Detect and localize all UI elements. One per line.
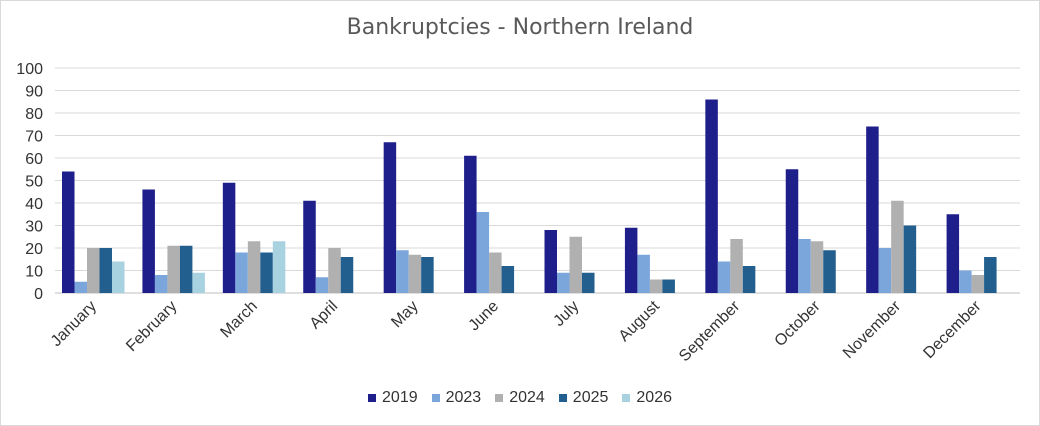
bar-2024-february <box>167 245 180 293</box>
y-tick-label: 30 <box>25 219 43 236</box>
legend-item-2019: 2019 <box>368 389 418 407</box>
bar-2019-may <box>383 142 397 293</box>
x-tick-label: August <box>616 297 664 345</box>
bar-2019-december <box>946 214 960 293</box>
bar-2023-march <box>235 252 248 293</box>
legend-label: 2024 <box>509 389 545 406</box>
legend-label: 2019 <box>382 389 418 406</box>
bar-2026-march <box>272 241 286 293</box>
legend-item-2023: 2023 <box>431 389 482 407</box>
y-axis-ticks: 0 10 20 30 40 50 60 70 80 90 100 <box>16 61 43 303</box>
bar-2019-january <box>62 171 75 293</box>
bar-2019-february <box>142 189 155 293</box>
x-tick-label: January <box>48 298 100 350</box>
x-tick-label: May <box>388 298 421 331</box>
legend-item-2025: 2025 <box>558 389 609 407</box>
legend-item-2026: 2026 <box>622 389 672 407</box>
bar-2023-january <box>74 281 87 293</box>
bar-2023-september <box>717 261 731 293</box>
legend-swatch <box>495 394 504 402</box>
legend-label: 2026 <box>636 389 672 406</box>
bar-2024-december <box>971 275 985 293</box>
bar-2025-december <box>984 257 997 293</box>
bar-2019-june <box>464 155 477 293</box>
bar-2025-january <box>99 248 112 293</box>
x-tick-label: June <box>466 298 503 335</box>
legend-swatch <box>622 394 631 402</box>
x-tick-label: April <box>307 298 342 333</box>
y-tick-label: 90 <box>25 84 43 101</box>
bar-2019-october <box>785 169 799 293</box>
bar-2023-july <box>557 272 570 293</box>
bar-2023-november <box>878 248 892 293</box>
x-tick-label: February <box>123 298 180 355</box>
y-tick-label: 40 <box>25 196 43 213</box>
x-tick-label: March <box>217 298 260 341</box>
bar-2024-march <box>247 241 261 293</box>
bar-2025-march <box>260 252 273 293</box>
y-tick-label: 80 <box>25 106 43 123</box>
bar-2023-april <box>315 277 329 293</box>
bar-2025-may <box>421 257 434 293</box>
chart-title: Bankruptcies - Northern Ireland <box>346 15 694 40</box>
legend-label: 2023 <box>445 389 482 406</box>
x-tick-label: December <box>920 297 985 362</box>
legend-swatch <box>368 394 377 402</box>
y-tick-label: 70 <box>25 129 43 146</box>
legend-item-2024: 2024 <box>495 389 545 407</box>
bars <box>62 99 997 293</box>
y-tick-label: 10 <box>25 264 43 281</box>
y-tick-label: 100 <box>16 61 43 78</box>
gridlines <box>55 67 1020 294</box>
bar-2023-august <box>637 254 650 293</box>
bar-2024-april <box>328 248 341 293</box>
y-tick-label: 60 <box>25 151 43 168</box>
bar-2024-september <box>730 239 743 293</box>
bar-2024-october <box>810 241 824 293</box>
bar-2025-september <box>742 266 756 293</box>
bar-2024-november <box>891 200 904 293</box>
bar-2025-november <box>903 225 917 293</box>
x-tick-label: October <box>772 297 825 350</box>
bar-2019-april <box>303 200 316 293</box>
legend-swatch <box>431 394 440 402</box>
bar-2023-december <box>959 270 972 293</box>
y-tick-label: 0 <box>34 286 43 303</box>
bar-2025-april <box>340 257 354 293</box>
bar-2019-september <box>705 99 718 293</box>
bar-2019-november <box>866 126 879 293</box>
bar-2019-july <box>544 230 557 293</box>
x-tick-label: July <box>550 298 582 330</box>
bar-2019-march <box>222 182 236 293</box>
bar-2026-january <box>112 261 125 293</box>
bar-2025-october <box>823 250 836 293</box>
bar-2024-june <box>489 252 502 293</box>
legend: 2019 2023 2024 2025 2026 <box>0 389 1040 407</box>
x-tick-label: November <box>840 297 905 362</box>
bar-2023-may <box>396 250 409 293</box>
bar-2026-february <box>192 272 205 293</box>
legend-swatch <box>558 394 567 402</box>
y-tick-label: 20 <box>25 241 43 258</box>
x-axis-ticks: January February March April May June July Augu… <box>48 297 985 365</box>
bar-2025-june <box>501 266 515 293</box>
bar-2024-may <box>408 254 422 293</box>
legend-label: 2025 <box>572 389 609 406</box>
bar-2019-august <box>624 227 638 293</box>
bar-2025-july <box>582 272 595 293</box>
bar-2025-february <box>179 245 193 293</box>
x-tick-label: September <box>676 297 744 365</box>
bar-2023-february <box>154 275 168 293</box>
bar-2023-june <box>476 212 490 293</box>
bar-2024-july <box>569 236 582 293</box>
bar-2025-august <box>662 279 675 293</box>
bar-2023-october <box>798 239 811 293</box>
bar-2024-august <box>649 279 663 293</box>
y-tick-label: 50 <box>25 174 43 191</box>
bar-2024-january <box>87 248 100 293</box>
